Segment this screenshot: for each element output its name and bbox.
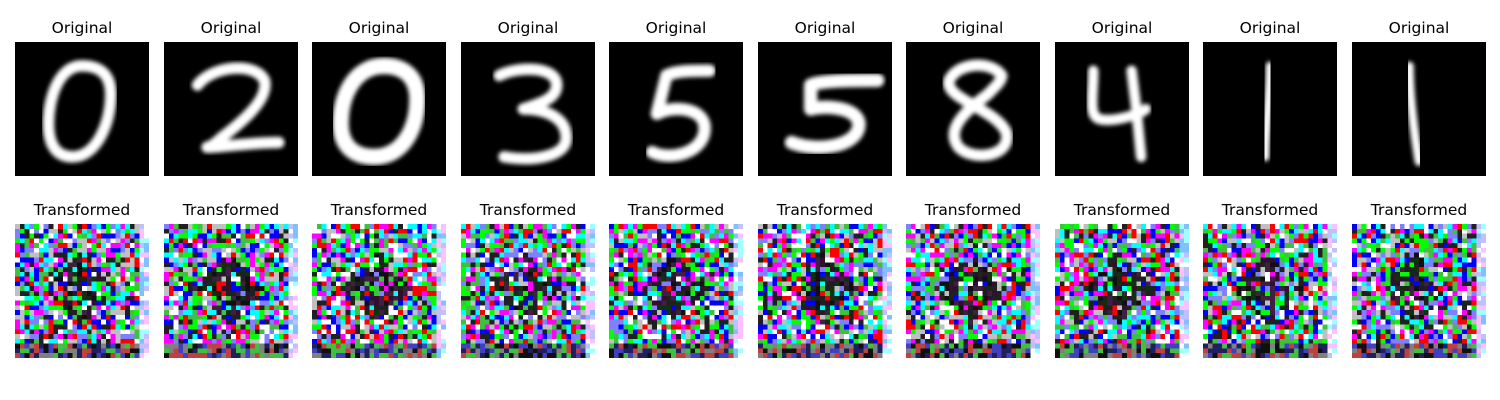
noise-mosaic-icon — [1352, 224, 1486, 358]
original-digit-image — [15, 42, 149, 176]
transformed-title: Transformed — [776, 201, 874, 219]
handwritten-digit-icon — [312, 42, 446, 176]
digit-stroke — [1405, 61, 1424, 166]
digit-stroke — [645, 64, 716, 162]
original-title: Original — [1091, 19, 1153, 37]
original-title: Original — [200, 19, 262, 37]
transformed-noise-image — [1055, 224, 1189, 358]
digit-stroke — [784, 73, 885, 154]
transformed-title: Transformed — [1221, 201, 1319, 219]
original-title: Original — [348, 19, 410, 37]
transformed-title: Transformed — [627, 201, 725, 219]
original-title: Original — [942, 19, 1004, 37]
noise-mosaic-icon — [312, 224, 446, 358]
transformed-title: Transformed — [1370, 201, 1468, 219]
digit-stroke — [332, 57, 426, 165]
transformed-noise-image — [15, 224, 149, 358]
transformed-noise-image — [1203, 224, 1337, 358]
original-digit-image — [312, 42, 446, 176]
noise-mosaic-icon — [1203, 224, 1337, 358]
transformed-noise-image — [312, 224, 446, 358]
transformed-title: Transformed — [924, 201, 1022, 219]
original-digit-image — [906, 42, 1040, 176]
noise-mosaic-icon — [15, 224, 149, 358]
original-title: Original — [51, 19, 113, 37]
transformed-title: Transformed — [1073, 201, 1171, 219]
digit-stroke — [191, 62, 285, 154]
transformed-noise-image — [758, 224, 892, 358]
digit-stroke — [1086, 65, 1152, 163]
original-title: Original — [1239, 19, 1301, 37]
original-digit-image — [758, 42, 892, 176]
noise-mosaic-icon — [906, 224, 1040, 358]
noise-mosaic-icon — [758, 224, 892, 358]
transformed-title: Transformed — [33, 201, 131, 219]
handwritten-digit-icon — [1203, 42, 1337, 176]
handwritten-digit-icon — [15, 42, 149, 176]
noise-mosaic-icon — [164, 224, 298, 358]
handwritten-digit-icon — [906, 42, 1040, 176]
handwritten-digit-icon — [1055, 42, 1189, 176]
transformed-noise-image — [609, 224, 743, 358]
digit-stroke — [943, 59, 1013, 162]
digit-stroke — [493, 63, 573, 165]
original-title: Original — [794, 19, 856, 37]
handwritten-digit-icon — [461, 42, 595, 176]
noise-mosaic-icon — [461, 224, 595, 358]
transformed-noise-image — [906, 224, 1040, 358]
original-digit-image — [164, 42, 298, 176]
handwritten-digit-icon — [1352, 42, 1486, 176]
original-digit-image — [609, 42, 743, 176]
transformed-noise-image — [461, 224, 595, 358]
handwritten-digit-icon — [609, 42, 743, 176]
original-title: Original — [1388, 19, 1450, 37]
original-digit-image — [1203, 42, 1337, 176]
handwritten-digit-icon — [164, 42, 298, 176]
transformed-noise-image — [1352, 224, 1486, 358]
noise-mosaic-icon — [1055, 224, 1189, 358]
digit-stroke — [1260, 61, 1275, 162]
transformed-title: Transformed — [330, 201, 428, 219]
original-digit-image — [461, 42, 595, 176]
noise-mosaic-icon — [609, 224, 743, 358]
transformed-title: Transformed — [182, 201, 280, 219]
transformed-title: Transformed — [479, 201, 577, 219]
original-digit-image — [1055, 42, 1189, 176]
original-digit-image — [1352, 42, 1486, 176]
digit-stroke — [42, 60, 117, 163]
original-title: Original — [645, 19, 707, 37]
handwritten-digit-icon — [758, 42, 892, 176]
original-title: Original — [497, 19, 559, 37]
transformed-noise-image — [164, 224, 298, 358]
